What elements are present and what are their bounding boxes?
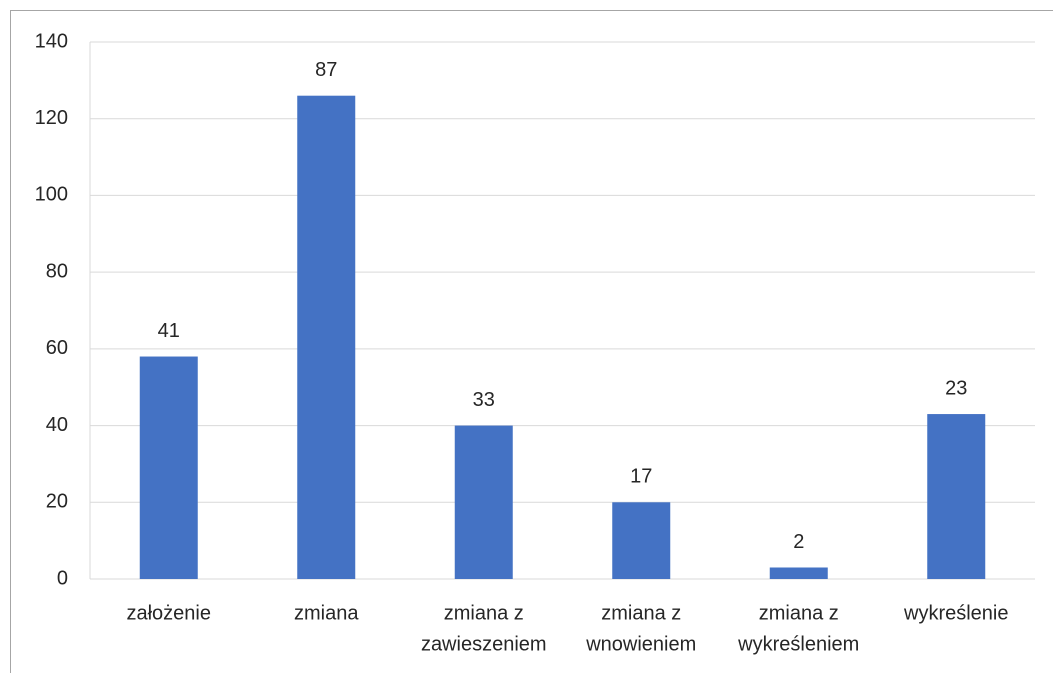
bar — [139, 356, 198, 579]
data-label: 2 — [793, 531, 804, 553]
y-tick-label: 60 — [46, 337, 68, 359]
y-tick-label: 80 — [46, 260, 68, 282]
x-tick-label: zmiana — [294, 602, 359, 624]
x-tick-label: wykreśleniem — [737, 633, 859, 655]
chart-border — [10, 10, 1053, 673]
bar — [769, 567, 828, 579]
y-tick-label: 100 — [35, 184, 68, 206]
y-tick-label: 140 — [35, 30, 68, 52]
x-tick-label: zmiana z — [759, 602, 839, 624]
data-label: 41 — [158, 320, 180, 342]
bar — [927, 414, 986, 579]
bar — [454, 425, 513, 579]
x-tick-label: zmiana z — [444, 602, 524, 624]
bar — [612, 502, 671, 579]
x-tick-label: założenie — [126, 602, 211, 624]
y-tick-label: 40 — [46, 414, 68, 436]
y-tick-label: 0 — [57, 567, 68, 589]
bar — [297, 95, 356, 579]
data-label: 87 — [315, 59, 337, 81]
data-label: 33 — [473, 389, 495, 411]
y-tick-label: 20 — [46, 491, 68, 513]
data-label: 23 — [945, 377, 967, 399]
x-tick-label: wnowieniem — [585, 633, 696, 655]
x-tick-label: zmiana z — [601, 602, 681, 624]
x-tick-label: wykreślenie — [903, 602, 1008, 624]
x-tick-label: zawieszeniem — [421, 633, 547, 655]
y-tick-label: 120 — [35, 107, 68, 129]
data-label: 17 — [630, 466, 652, 488]
